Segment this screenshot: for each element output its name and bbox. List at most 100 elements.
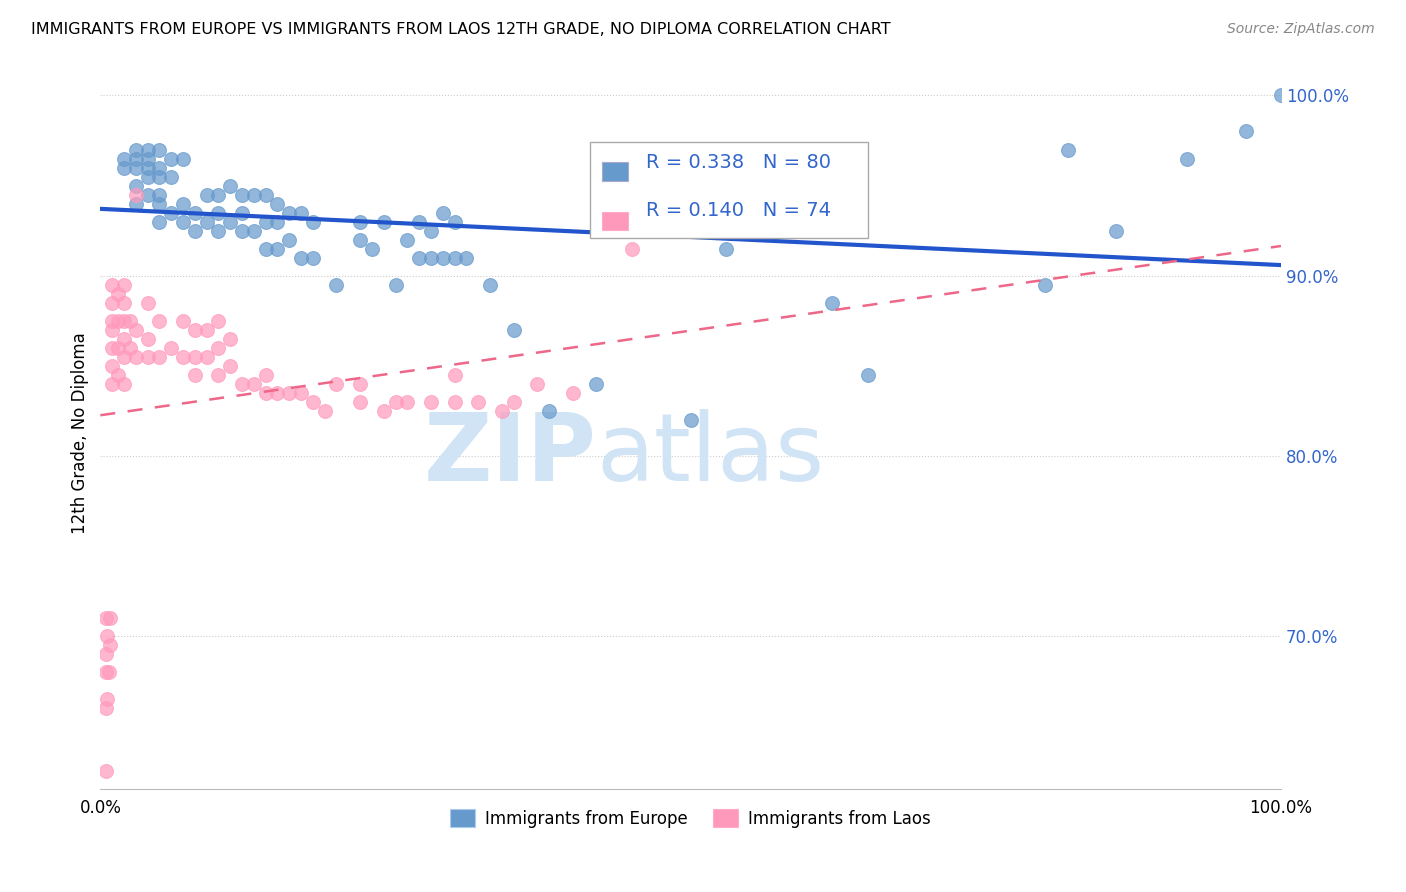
Point <box>184 368 207 382</box>
Point <box>585 376 607 391</box>
Point <box>231 224 253 238</box>
Point <box>184 350 207 364</box>
Point <box>231 187 253 202</box>
Point <box>98 611 121 625</box>
Point <box>349 233 371 247</box>
Point <box>125 323 148 337</box>
Point <box>396 394 419 409</box>
Legend: Immigrants from Europe, Immigrants from Laos: Immigrants from Europe, Immigrants from … <box>444 803 938 834</box>
Point <box>302 214 325 228</box>
Point <box>1234 124 1257 138</box>
Point <box>266 242 288 256</box>
Point <box>172 350 194 364</box>
Text: ZIP: ZIP <box>423 409 596 500</box>
Point <box>254 214 277 228</box>
Point <box>219 214 242 228</box>
Point <box>679 413 702 427</box>
Point <box>136 350 159 364</box>
Point <box>266 385 288 400</box>
Point <box>136 187 159 202</box>
Point <box>148 314 170 328</box>
Point <box>112 350 135 364</box>
Point <box>254 385 277 400</box>
Point <box>1270 88 1292 103</box>
Point <box>384 394 406 409</box>
Point <box>136 143 159 157</box>
Point <box>184 205 207 219</box>
Point <box>254 242 277 256</box>
Point <box>349 214 371 228</box>
Point <box>125 187 148 202</box>
Point <box>1033 277 1056 292</box>
Point <box>207 314 229 328</box>
Point <box>408 251 430 265</box>
Point <box>96 611 118 625</box>
Point <box>207 187 229 202</box>
Point <box>207 368 229 382</box>
FancyBboxPatch shape <box>602 161 628 181</box>
Point <box>148 196 170 211</box>
Point <box>172 152 194 166</box>
Point <box>148 161 170 175</box>
Point <box>125 350 148 364</box>
Point <box>821 295 844 310</box>
Point <box>502 323 524 337</box>
Point <box>432 205 454 219</box>
Point <box>112 314 135 328</box>
Point <box>396 233 419 247</box>
Point <box>714 242 737 256</box>
Point <box>112 295 135 310</box>
Point <box>419 251 441 265</box>
Point <box>101 277 124 292</box>
Point <box>148 214 170 228</box>
Point <box>195 350 218 364</box>
FancyBboxPatch shape <box>602 211 628 230</box>
Point <box>456 251 478 265</box>
Point <box>384 277 406 292</box>
Point <box>443 214 465 228</box>
Point <box>112 152 135 166</box>
Point <box>373 404 395 418</box>
Point <box>118 341 141 355</box>
Point <box>302 251 325 265</box>
Point <box>266 196 288 211</box>
Text: R = 0.140   N = 74: R = 0.140 N = 74 <box>645 201 831 220</box>
Point <box>125 178 148 193</box>
Point <box>96 665 118 679</box>
Point <box>443 368 465 382</box>
Point <box>136 152 159 166</box>
Text: Source: ZipAtlas.com: Source: ZipAtlas.com <box>1227 22 1375 37</box>
Point <box>1105 224 1128 238</box>
Point <box>219 178 242 193</box>
Text: atlas: atlas <box>596 409 824 500</box>
Point <box>349 394 371 409</box>
Point <box>96 764 118 779</box>
Point <box>526 376 548 391</box>
Point <box>184 224 207 238</box>
Point <box>148 350 170 364</box>
Y-axis label: 12th Grade, No Diploma: 12th Grade, No Diploma <box>72 333 89 534</box>
Point <box>467 394 489 409</box>
Point <box>361 242 384 256</box>
Point <box>107 314 129 328</box>
Text: R = 0.338   N = 80: R = 0.338 N = 80 <box>645 153 831 172</box>
Point <box>96 701 118 715</box>
Point <box>278 233 301 247</box>
Point <box>101 323 124 337</box>
Point <box>1175 152 1198 166</box>
Point <box>112 277 135 292</box>
Point <box>1057 143 1080 157</box>
Point <box>195 323 218 337</box>
Point <box>160 341 183 355</box>
Point <box>561 385 583 400</box>
Point <box>491 404 513 418</box>
Point <box>302 394 325 409</box>
Point <box>373 214 395 228</box>
Point <box>443 251 465 265</box>
Point <box>207 224 229 238</box>
Point <box>254 187 277 202</box>
Point <box>856 368 879 382</box>
Point <box>97 665 120 679</box>
Point <box>125 161 148 175</box>
Point <box>502 394 524 409</box>
